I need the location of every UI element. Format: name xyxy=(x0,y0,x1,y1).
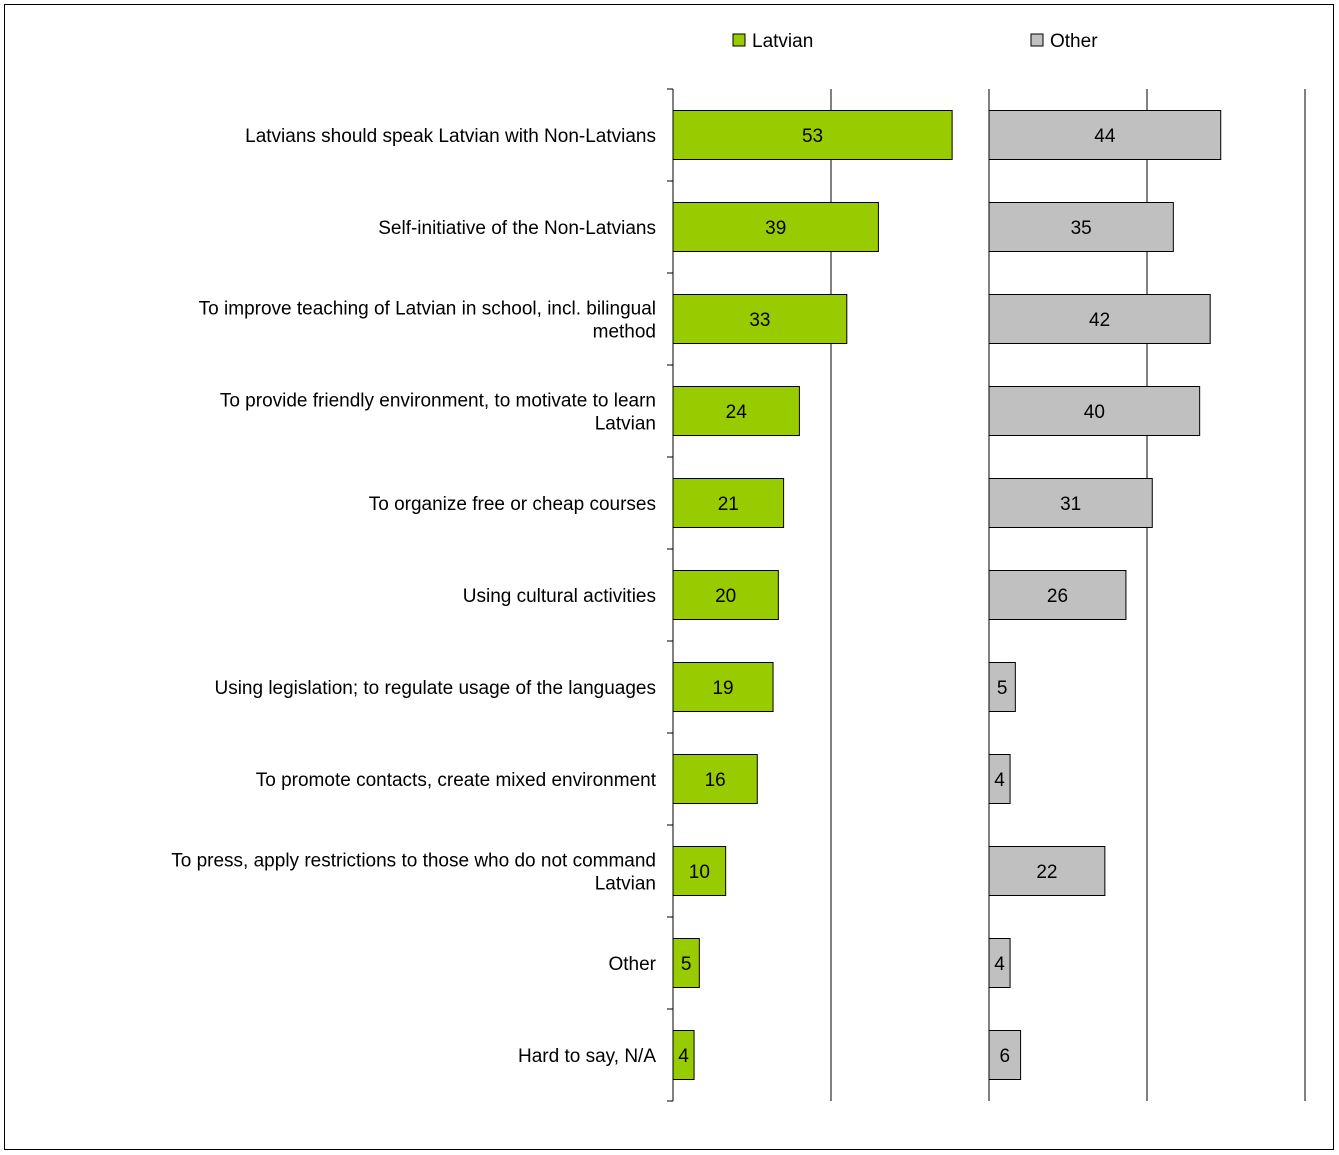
bar-latvian xyxy=(672,386,800,436)
category-label: Self-initiative of the Non-Latvians xyxy=(378,218,656,239)
bar-value-label-other: 42 xyxy=(1089,310,1110,331)
bar-latvian xyxy=(672,846,727,896)
legend-item: Latvian xyxy=(732,31,813,52)
bar-value-label-latvian: 4 xyxy=(678,1046,689,1067)
bar-latvian xyxy=(672,754,758,804)
bar-other xyxy=(988,846,1106,896)
legend-label: Latvian xyxy=(752,31,813,52)
bar-value-label-other: 6 xyxy=(1000,1046,1011,1067)
category-label: To press, apply restrictions to those wh… xyxy=(171,851,656,895)
category-label-line: To promote contacts, create mixed enviro… xyxy=(256,770,657,791)
bar-latvian xyxy=(672,110,953,160)
legend-label: Other xyxy=(1050,31,1098,52)
category-axis xyxy=(667,88,674,1102)
bar-other xyxy=(988,202,1174,252)
bar-value-label-latvian: 19 xyxy=(712,678,733,699)
category-label-line: Hard to say, N/A xyxy=(518,1046,656,1067)
category-label-line: Latvians should speak Latvian with Non-L… xyxy=(245,126,656,147)
bar-value-label-latvian: 16 xyxy=(705,770,726,791)
category-label-line: method xyxy=(593,322,656,343)
bar-other xyxy=(988,294,1211,344)
bar-other xyxy=(988,386,1201,436)
bar-value-label-other: 35 xyxy=(1071,218,1092,239)
category-label-line: Using legislation; to regulate usage of … xyxy=(214,678,656,699)
bar-value-label-latvian: 39 xyxy=(765,218,786,239)
category-label: Using cultural activities xyxy=(463,586,656,607)
bar-value-label-other: 40 xyxy=(1084,402,1105,423)
category-label: Other xyxy=(608,954,656,975)
bar-value-label-other: 26 xyxy=(1047,586,1068,607)
bar-latvian xyxy=(672,662,774,712)
category-label: To improve teaching of Latvian in school… xyxy=(199,299,656,343)
bar-latvian xyxy=(672,938,700,988)
category-label: Latvians should speak Latvian with Non-L… xyxy=(245,126,656,147)
bar-latvian xyxy=(672,570,779,620)
category-label-line: Other xyxy=(608,954,656,975)
legend-swatch xyxy=(732,33,746,47)
category-label-line: To provide friendly environment, to moti… xyxy=(220,391,656,412)
bar-other xyxy=(988,1030,1022,1080)
category-label-line: Latvian xyxy=(595,414,656,435)
category-label-line: To improve teaching of Latvian in school… xyxy=(199,299,656,320)
bar-value-label-other: 22 xyxy=(1036,862,1057,883)
bar-value-label-latvian: 20 xyxy=(715,586,736,607)
category-label: To provide friendly environment, to moti… xyxy=(220,391,656,435)
category-label: Hard to say, N/A xyxy=(518,1046,656,1067)
bar-value-label-other: 4 xyxy=(994,770,1005,791)
bar-value-label-latvian: 53 xyxy=(802,126,823,147)
bar-latvian xyxy=(672,202,879,252)
bar-value-label-other: 5 xyxy=(997,678,1008,699)
bar-value-label-latvian: 33 xyxy=(749,310,770,331)
category-label-line: Self-initiative of the Non-Latvians xyxy=(378,218,656,239)
category-label-line: Latvian xyxy=(595,874,656,895)
bar-value-label-latvian: 10 xyxy=(689,862,710,883)
bar-other xyxy=(988,662,1016,712)
legend-swatch xyxy=(1030,33,1044,47)
category-label-line: To organize free or cheap courses xyxy=(369,494,656,515)
category-label: Using legislation; to regulate usage of … xyxy=(214,678,656,699)
bar-other xyxy=(988,570,1127,620)
bar-latvian xyxy=(672,478,785,528)
bar-latvian xyxy=(672,294,848,344)
bar-value-label-other: 44 xyxy=(1094,126,1116,147)
bar-other xyxy=(988,938,1011,988)
category-label-line: Using cultural activities xyxy=(463,586,656,607)
category-label-line: To press, apply restrictions to those wh… xyxy=(171,851,656,872)
bar-value-label-other: 4 xyxy=(994,954,1005,975)
bar-value-label-latvian: 21 xyxy=(718,494,739,515)
bar-other xyxy=(988,110,1222,160)
bar-value-label-latvian: 5 xyxy=(681,954,692,975)
bar-other xyxy=(988,478,1153,528)
category-label: To organize free or cheap courses xyxy=(369,494,656,515)
bar-other xyxy=(988,754,1011,804)
category-label: To promote contacts, create mixed enviro… xyxy=(256,770,657,791)
bar-value-label-latvian: 24 xyxy=(726,402,748,423)
bar-latvian xyxy=(672,1030,695,1080)
bar-value-label-other: 31 xyxy=(1060,494,1081,515)
legend-item: Other xyxy=(1030,31,1098,52)
